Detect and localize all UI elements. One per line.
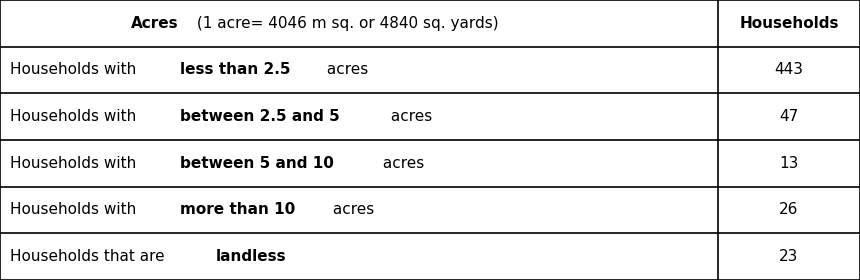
Text: more than 10: more than 10 [180,202,295,218]
Text: Households: Households [740,16,838,31]
Text: 23: 23 [779,249,799,264]
Text: 443: 443 [775,62,803,78]
Text: Households with: Households with [10,109,141,124]
Text: landless: landless [216,249,286,264]
Text: acres: acres [322,62,368,78]
Text: Households that are: Households that are [10,249,169,264]
Text: 47: 47 [779,109,799,124]
Text: between 5 and 10: between 5 and 10 [180,156,334,171]
Text: acres: acres [385,109,432,124]
Text: between 2.5 and 5: between 2.5 and 5 [180,109,339,124]
Text: 26: 26 [779,202,799,218]
Text: Households with: Households with [10,202,141,218]
Text: acres: acres [329,202,374,218]
Text: acres: acres [378,156,424,171]
Text: (1 acre= 4046 m sq. or 4840 sq. yards): (1 acre= 4046 m sq. or 4840 sq. yards) [192,16,499,31]
Text: Acres: Acres [131,16,178,31]
Text: Households with: Households with [10,62,141,78]
Text: Households with: Households with [10,156,141,171]
Text: 13: 13 [779,156,799,171]
Text: less than 2.5: less than 2.5 [180,62,290,78]
